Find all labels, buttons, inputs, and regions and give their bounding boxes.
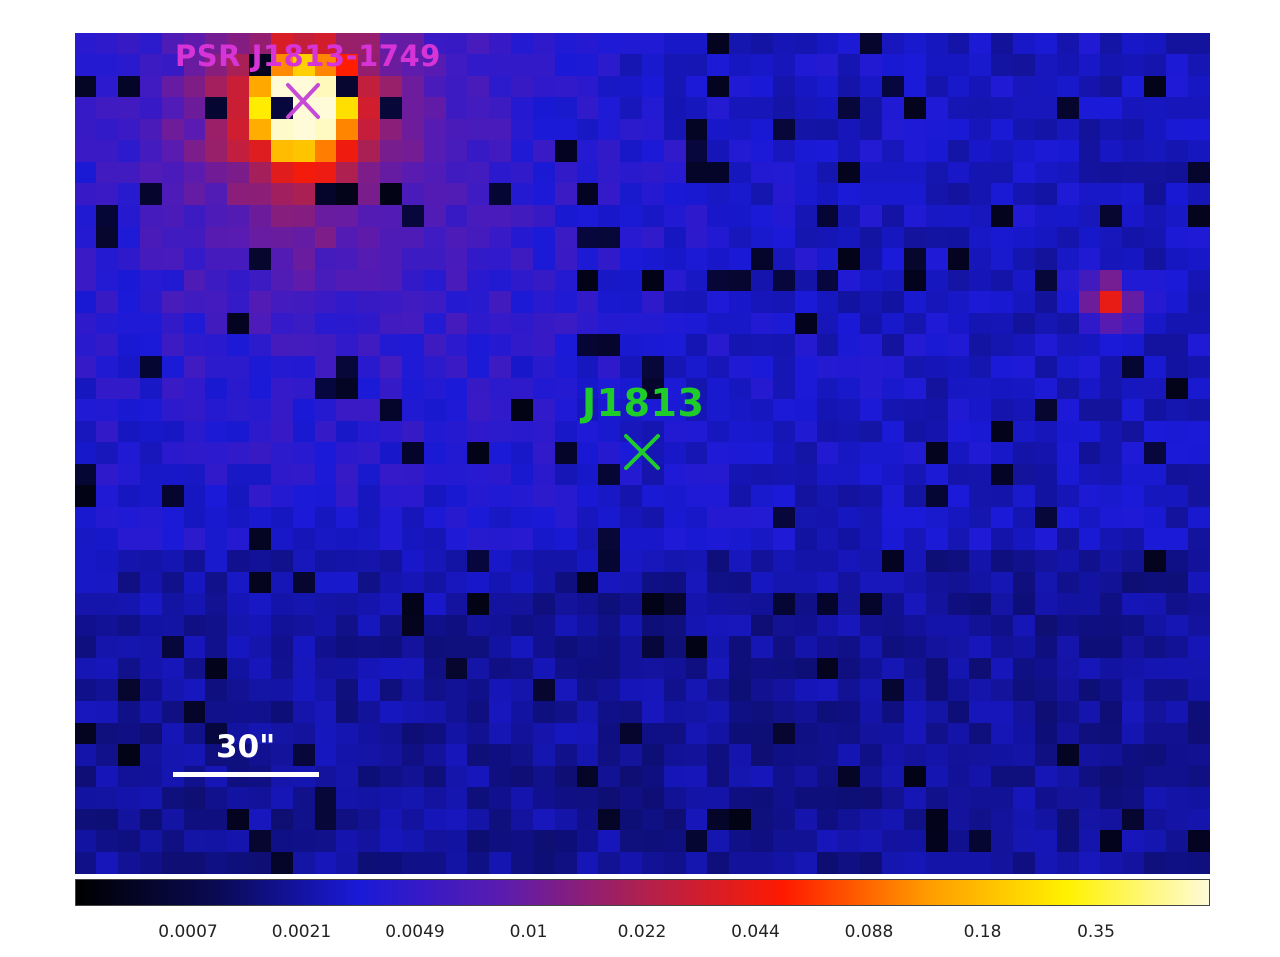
- scale-bar: [173, 772, 319, 777]
- scale-bar-label: 30": [216, 729, 276, 765]
- psr-x-marker-icon: [286, 83, 320, 119]
- colorbar-tick-label: 0.01: [509, 922, 548, 942]
- colorbar-tick-label: 0.088: [844, 922, 894, 942]
- colorbar-tick-label: 0.022: [617, 922, 667, 942]
- colorbar-gradient: [75, 879, 1210, 906]
- j1813-source-label: J1813: [582, 381, 705, 425]
- colorbar-tick-label: 0.044: [731, 922, 780, 942]
- j1813-x-marker-icon: [624, 434, 660, 470]
- xray-intensity-map: PSR J1813-1749 J1813 30": [75, 33, 1210, 874]
- colorbar-tick-labels: 0.0007 0.0021 0.0049 0.01 0.022 0.044 0.088 0.1…: [75, 922, 1210, 948]
- psr-source-label: PSR J1813-1749: [175, 39, 441, 73]
- marker-overlay: [286, 83, 660, 470]
- colorbar-tick-label: 0.0021: [271, 922, 332, 942]
- colorbar-tick-label: 0.0049: [385, 922, 445, 942]
- colorbar-tick-label: 0.35: [1077, 922, 1115, 942]
- colorbar-tick-label: 0.18: [963, 922, 1002, 942]
- colorbar-tick-label: 0.0007: [158, 922, 218, 942]
